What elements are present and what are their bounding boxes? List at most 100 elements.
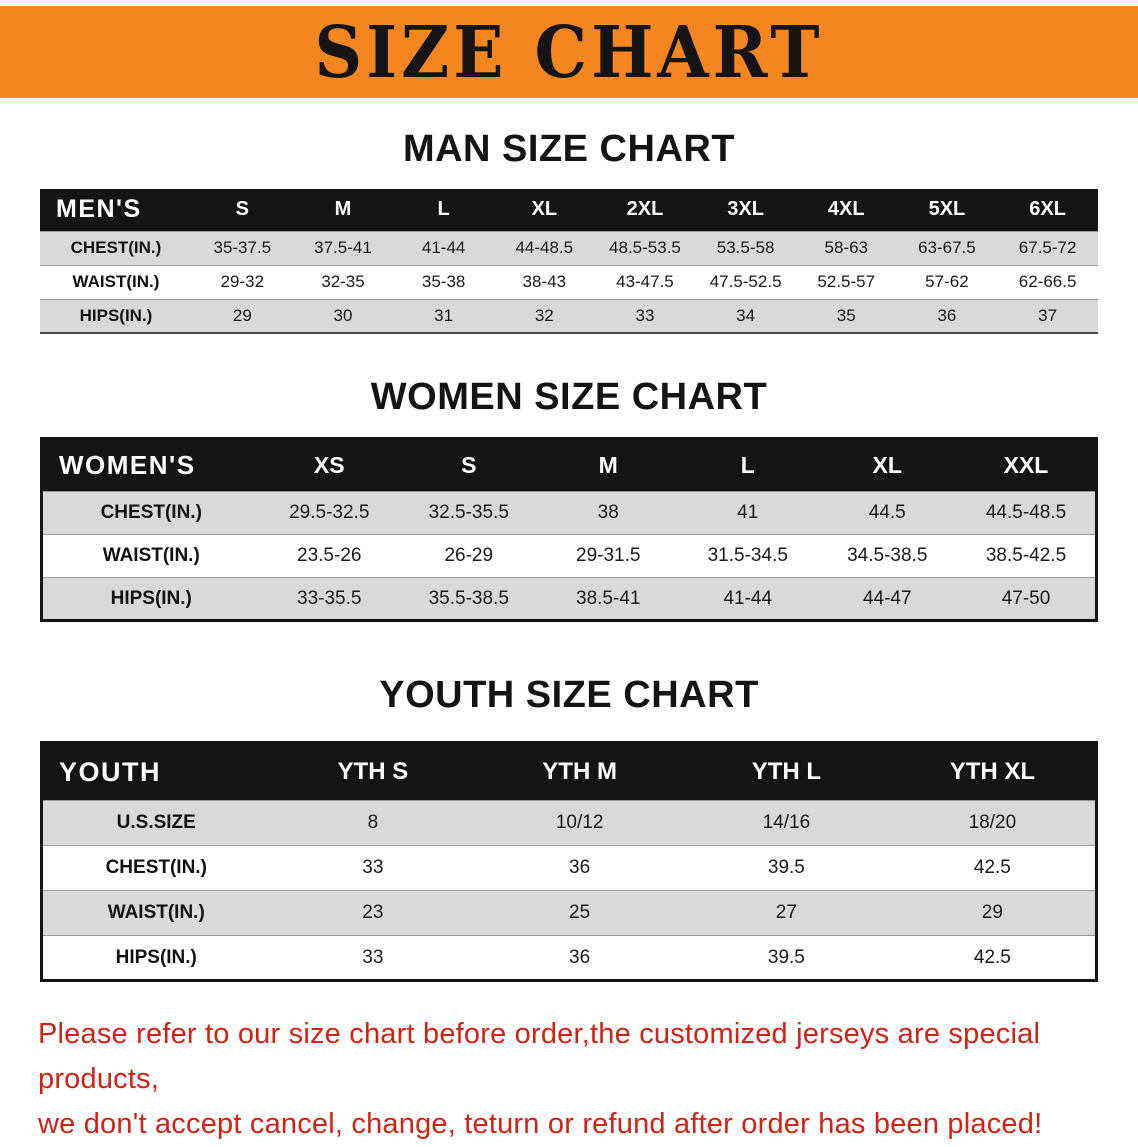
size-header-cell: 6XL xyxy=(997,189,1098,231)
value-cell: 35-38 xyxy=(393,264,494,299)
table-header-row: WOMEN'S XS S M L XL XXL xyxy=(41,438,1097,492)
size-header-cell: 5XL xyxy=(896,189,998,231)
value-cell: 36 xyxy=(896,298,998,333)
value-cell: 58-63 xyxy=(795,230,897,265)
size-header-cell: YTH L xyxy=(683,742,890,801)
row-label-cell: CHEST(IN.) xyxy=(41,845,270,891)
value-cell: 35 xyxy=(795,298,897,333)
value-cell: 41 xyxy=(678,491,818,535)
size-header-cell: M xyxy=(538,438,678,492)
table-row: U.S.SIZE 8 10/12 14/16 18/20 xyxy=(41,800,1097,846)
value-cell: 27 xyxy=(683,890,890,936)
row-label-cell: HIPS(IN.) xyxy=(40,298,192,333)
value-cell: 57-62 xyxy=(896,264,998,299)
value-cell: 44-48.5 xyxy=(493,230,595,265)
value-cell: 34 xyxy=(695,298,796,333)
value-cell: 63-67.5 xyxy=(896,230,998,265)
men-size-section: MAN SIZE CHART MEN'S S M L XL 2XL 3XL 4XL 5XL 6XL… xyxy=(0,128,1138,334)
row-label-cell: CHEST(IN.) xyxy=(40,230,192,265)
value-cell: 37 xyxy=(997,298,1098,333)
value-cell: 10/12 xyxy=(476,800,683,846)
value-cell: 42.5 xyxy=(889,845,1097,891)
value-cell: 36 xyxy=(476,845,683,891)
table-title-cell: WOMEN'S xyxy=(41,438,260,492)
youth-section-heading: YOUTH SIZE CHART xyxy=(379,674,759,716)
row-label-cell: U.S.SIZE xyxy=(41,800,270,846)
row-label-cell: WAIST(IN.) xyxy=(41,534,260,578)
value-cell: 48.5-53.5 xyxy=(594,230,696,265)
size-header-cell: XS xyxy=(259,438,399,492)
size-header-cell: XL xyxy=(817,438,957,492)
disclaimer-line-2: we don't accept cancel, change, teturn o… xyxy=(38,1107,1043,1140)
table-header-row: YOUTH YTH S YTH M YTH L YTH XL xyxy=(41,742,1097,801)
value-cell: 39.5 xyxy=(683,845,890,891)
value-cell: 42.5 xyxy=(889,935,1097,981)
row-label-cell: HIPS(IN.) xyxy=(41,935,270,981)
value-cell: 41-44 xyxy=(678,577,818,621)
size-header-cell: XL xyxy=(493,189,595,231)
size-header-cell: L xyxy=(393,189,494,231)
size-header-cell: YTH S xyxy=(269,742,477,801)
value-cell: 33-35.5 xyxy=(259,577,399,621)
size-header-cell: S xyxy=(399,438,539,492)
disclaimer-note: Please refer to our size chart before or… xyxy=(38,1012,1100,1147)
women-size-table: WOMEN'S XS S M L XL XXL CHEST(IN.) 29.5-32.5 32.5… xyxy=(40,437,1098,622)
value-cell: 32-35 xyxy=(292,264,394,299)
women-size-section: WOMEN SIZE CHART WOMEN'S XS S M L XL XXL CHEST(… xyxy=(0,376,1138,622)
youth-size-section: YOUTH SIZE CHART YOUTH YTH S YTH M YTH L YTH… xyxy=(0,674,1138,982)
disclaimer-line-1: Please refer to our size chart before or… xyxy=(38,1018,1041,1095)
value-cell: 29 xyxy=(889,890,1097,936)
value-cell: 53.5-58 xyxy=(695,230,796,265)
size-header-cell: YTH XL xyxy=(889,742,1097,801)
value-cell: 41-44 xyxy=(393,230,494,265)
value-cell: 44.5-48.5 xyxy=(957,491,1097,535)
value-cell: 67.5-72 xyxy=(997,230,1098,265)
value-cell: 18/20 xyxy=(889,800,1097,846)
size-header-cell: 3XL xyxy=(695,189,796,231)
value-cell: 34.5-38.5 xyxy=(817,534,957,578)
row-label-cell: WAIST(IN.) xyxy=(40,264,192,299)
table-row: HIPS(IN.) 33 36 39.5 42.5 xyxy=(41,935,1097,981)
value-cell: 29.5-32.5 xyxy=(259,491,399,535)
size-header-cell: XXL xyxy=(957,438,1097,492)
value-cell: 38 xyxy=(538,491,678,535)
table-row: HIPS(IN.) 29 30 31 32 33 34 35 36 37 xyxy=(40,298,1098,333)
value-cell: 36 xyxy=(476,935,683,981)
value-cell: 29 xyxy=(192,298,293,333)
table-row: WAIST(IN.) 23.5-26 26-29 29-31.5 31.5-34.5 34… xyxy=(41,534,1097,578)
table-row: HIPS(IN.) 33-35.5 35.5-38.5 38.5-41 41-44 44-… xyxy=(41,577,1097,621)
youth-size-table: YOUTH YTH S YTH M YTH L YTH XL U.S.SIZE 8 10/12… xyxy=(40,741,1098,982)
size-header-cell: M xyxy=(292,189,394,231)
value-cell: 33 xyxy=(594,298,696,333)
value-cell: 52.5-57 xyxy=(795,264,897,299)
size-header-cell: 2XL xyxy=(594,189,696,231)
men-size-table: MEN'S S M L XL 2XL 3XL 4XL 5XL 6XL CHEST(IN.) 35-37… xyxy=(40,189,1098,334)
table-row: WAIST(IN.) 29-32 32-35 35-38 38-43 43-47.5 47.… xyxy=(40,264,1098,299)
value-cell: 37.5-41 xyxy=(292,230,394,265)
value-cell: 62-66.5 xyxy=(997,264,1098,299)
value-cell: 38-43 xyxy=(493,264,595,299)
value-cell: 29-31.5 xyxy=(538,534,678,578)
size-header-cell: 4XL xyxy=(795,189,897,231)
table-row: CHEST(IN.) 33 36 39.5 42.5 xyxy=(41,845,1097,891)
value-cell: 47-50 xyxy=(957,577,1097,621)
value-cell: 35.5-38.5 xyxy=(399,577,539,621)
size-header-cell: S xyxy=(192,189,293,231)
value-cell: 39.5 xyxy=(683,935,890,981)
value-cell: 47.5-52.5 xyxy=(695,264,796,299)
row-label-cell: CHEST(IN.) xyxy=(41,491,260,535)
row-label-cell: WAIST(IN.) xyxy=(41,890,270,936)
value-cell: 23 xyxy=(269,890,477,936)
value-cell: 33 xyxy=(269,935,477,981)
table-header-row: MEN'S S M L XL 2XL 3XL 4XL 5XL 6XL xyxy=(40,189,1098,231)
size-header-cell: YTH M xyxy=(476,742,683,801)
value-cell: 25 xyxy=(476,890,683,936)
value-cell: 38.5-42.5 xyxy=(957,534,1097,578)
men-section-heading: MAN SIZE CHART xyxy=(402,128,736,170)
value-cell: 29-32 xyxy=(192,264,293,299)
value-cell: 35-37.5 xyxy=(192,230,293,265)
value-cell: 38.5-41 xyxy=(538,577,678,621)
value-cell: 8 xyxy=(269,800,477,846)
table-title-cell: YOUTH xyxy=(41,742,270,801)
table-row: CHEST(IN.) 29.5-32.5 32.5-35.5 38 41 44.5 44.5… xyxy=(41,491,1097,535)
